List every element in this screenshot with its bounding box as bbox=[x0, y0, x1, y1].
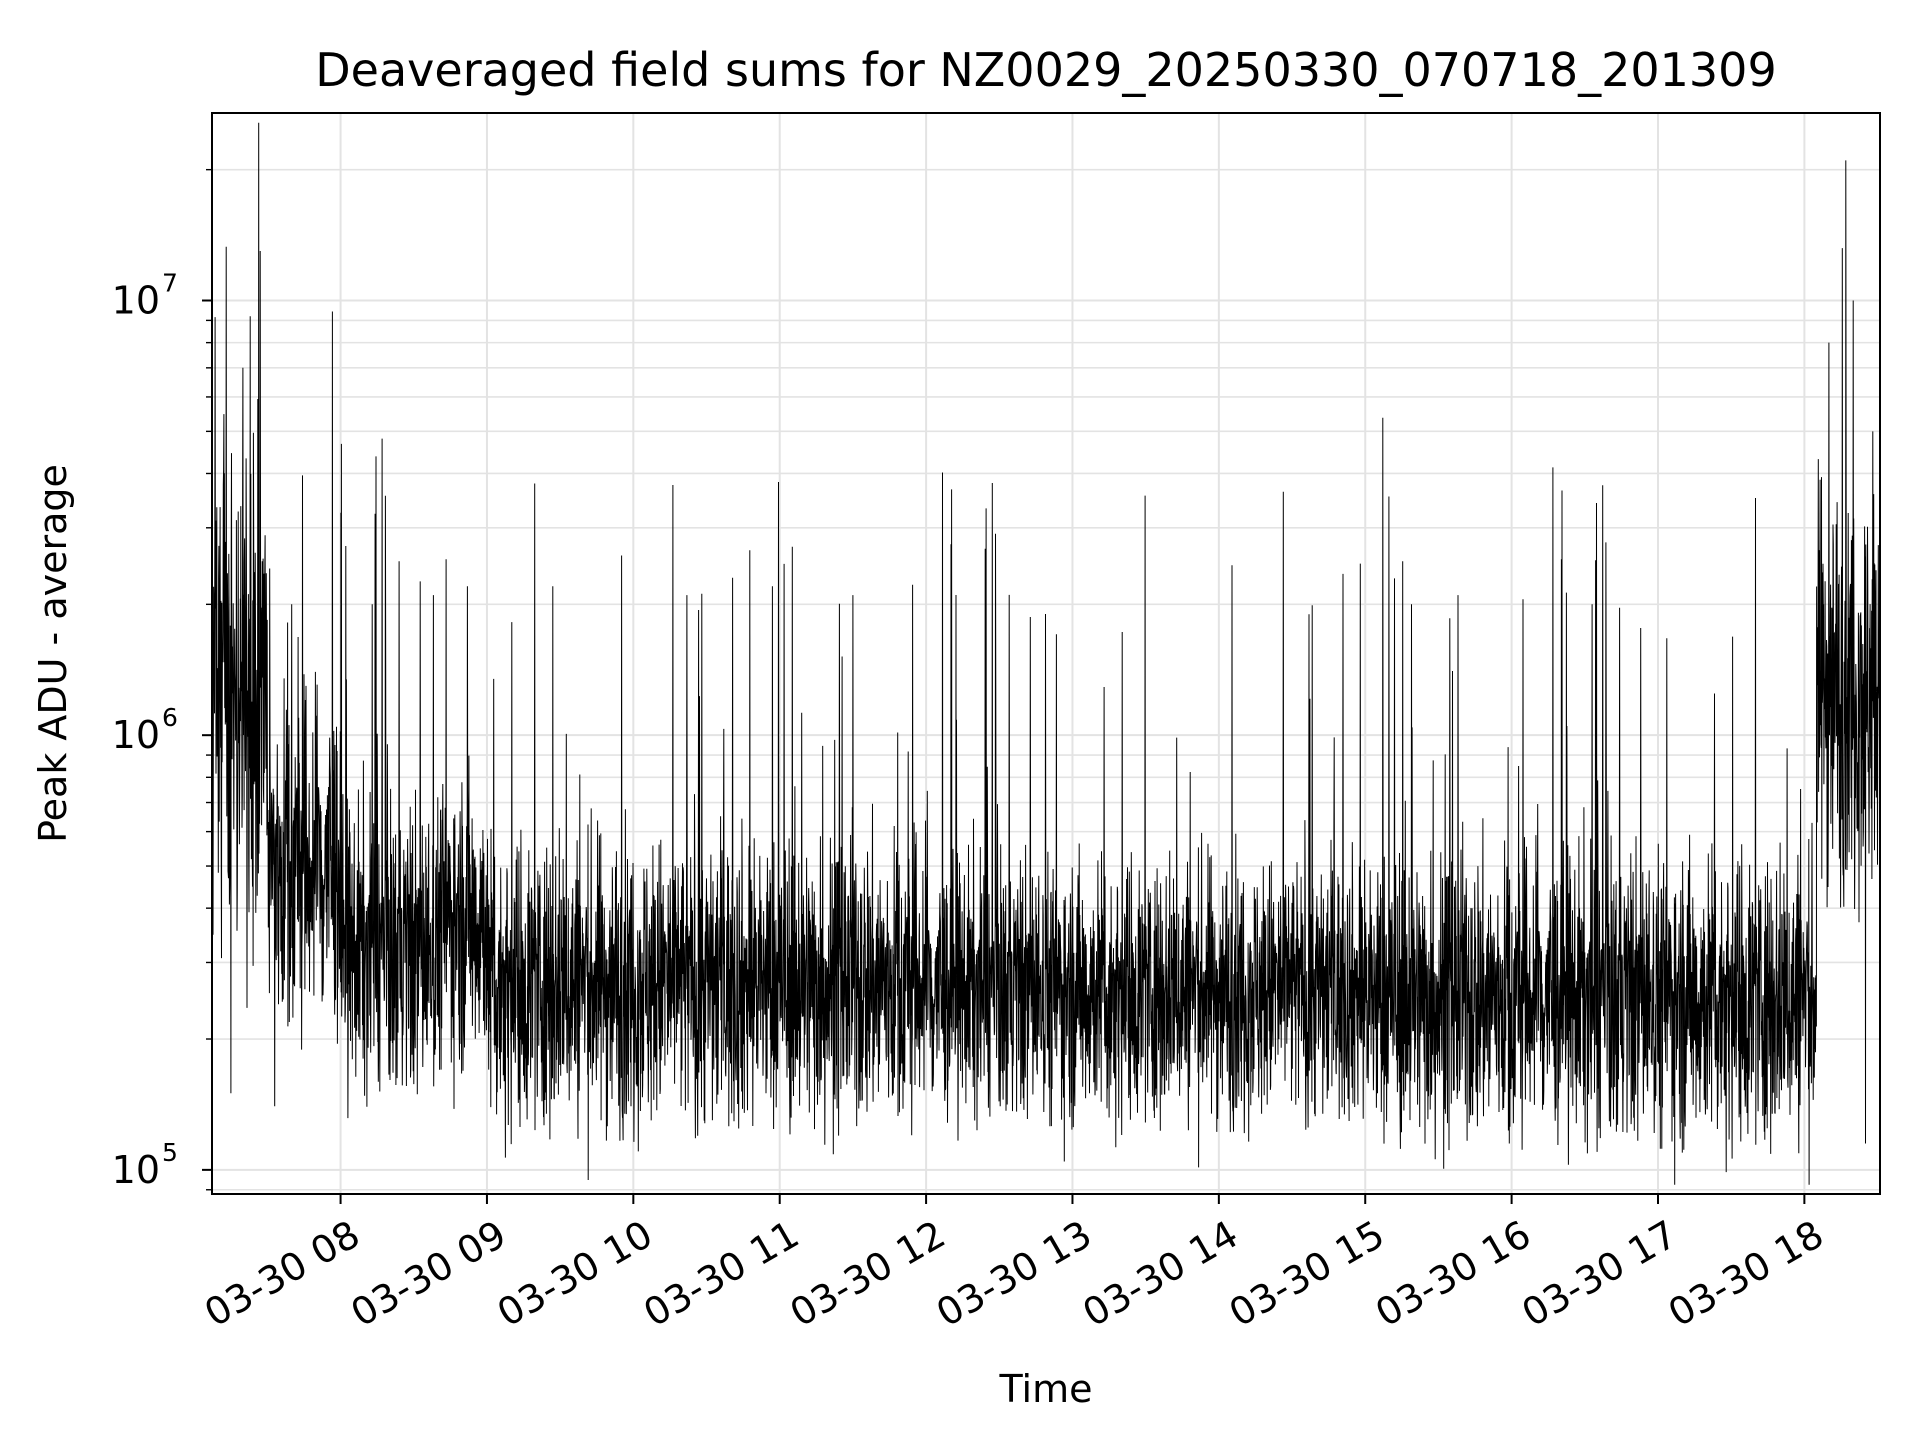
y-axis-label: Peak ADU - average bbox=[31, 464, 75, 843]
x-axis-label: Time bbox=[999, 1367, 1093, 1411]
y-tick-label-exponent: 7 bbox=[162, 269, 178, 298]
x-tick-label: 03-30 18 bbox=[1661, 1212, 1831, 1336]
y-tick-label: 10 7 bbox=[112, 269, 178, 323]
y-tick-label-base: 10 bbox=[112, 279, 160, 323]
series-layer bbox=[212, 122, 1880, 1185]
plot-frame bbox=[211, 112, 1881, 1195]
x-tick-label: 03-30 09 bbox=[343, 1212, 513, 1336]
y-tick-label: 10 6 bbox=[112, 703, 178, 757]
y-tick-label-exponent: 5 bbox=[162, 1138, 178, 1167]
x-tick-label: 03-30 13 bbox=[929, 1212, 1099, 1336]
x-tick-label: 03-30 10 bbox=[490, 1212, 660, 1336]
y-tick-label-base: 10 bbox=[112, 713, 160, 757]
y-tick-label: 10 5 bbox=[112, 1138, 178, 1192]
x-tick-label: 03-30 17 bbox=[1515, 1212, 1685, 1336]
y-tick-label-exponent: 6 bbox=[162, 703, 178, 732]
chart-title: Deaveraged field sums for NZ0029_2025033… bbox=[315, 43, 1776, 97]
x-tick-label: 03-30 11 bbox=[636, 1212, 806, 1336]
x-tick-label: 03-30 16 bbox=[1368, 1212, 1538, 1336]
x-tick-label: 03-30 15 bbox=[1222, 1212, 1392, 1336]
y-tick-label-base: 10 bbox=[112, 1148, 160, 1192]
series-line-0 bbox=[212, 122, 1880, 1185]
x-tick-label: 03-30 14 bbox=[1075, 1212, 1245, 1336]
x-tick-label: 03-30 12 bbox=[783, 1212, 953, 1336]
x-tick-label: 03-30 08 bbox=[197, 1212, 367, 1336]
